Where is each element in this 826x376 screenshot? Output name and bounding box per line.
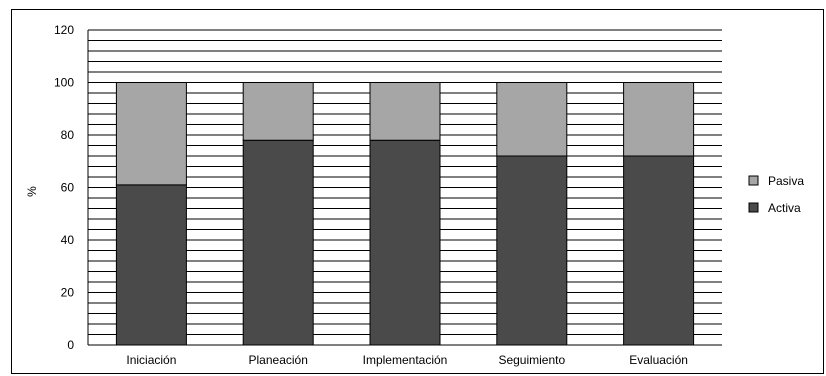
bars (115, 82, 695, 346)
legend-swatch-pasiva (748, 175, 759, 186)
y-tick-label: 100 (54, 76, 74, 90)
bar-pasiva-5 (623, 82, 695, 157)
bar-activa-3 (369, 139, 441, 346)
bar-activa-5 (623, 155, 695, 346)
y-axis-ticks: 0 20 40 60 80 100 120 (54, 23, 74, 352)
x-tick-label: Evaluación (629, 353, 688, 367)
legend-label-activa: Activa (768, 201, 801, 215)
y-tick-label: 80 (61, 128, 75, 142)
y-axis-label: % (25, 186, 39, 197)
y-tick-label: 20 (61, 286, 75, 300)
x-tick-label: Planeación (249, 353, 308, 367)
bar-pasiva-3 (369, 82, 441, 141)
legend: Pasiva Activa (748, 174, 804, 215)
bar-pasiva-4 (496, 82, 568, 157)
x-axis-ticks: Iniciación Planeación Implementación Seguim… (126, 353, 688, 367)
y-tick-label: 120 (54, 23, 74, 37)
y-tick-label: 0 (67, 338, 74, 352)
legend-swatch-activa (748, 202, 759, 213)
bar-pasiva-1 (115, 82, 187, 186)
x-tick-label: Seguimiento (498, 353, 565, 367)
bar-activa-4 (496, 155, 568, 346)
x-tick-label: Implementación (363, 353, 448, 367)
y-tick-label: 40 (61, 233, 75, 247)
x-tick-label: Iniciación (126, 353, 176, 367)
bar-activa-1 (115, 184, 187, 346)
legend-label-pasiva: Pasiva (768, 174, 804, 188)
bar-pasiva-2 (242, 82, 314, 141)
bar-activa-2 (242, 139, 314, 346)
y-tick-label: 60 (61, 181, 75, 195)
